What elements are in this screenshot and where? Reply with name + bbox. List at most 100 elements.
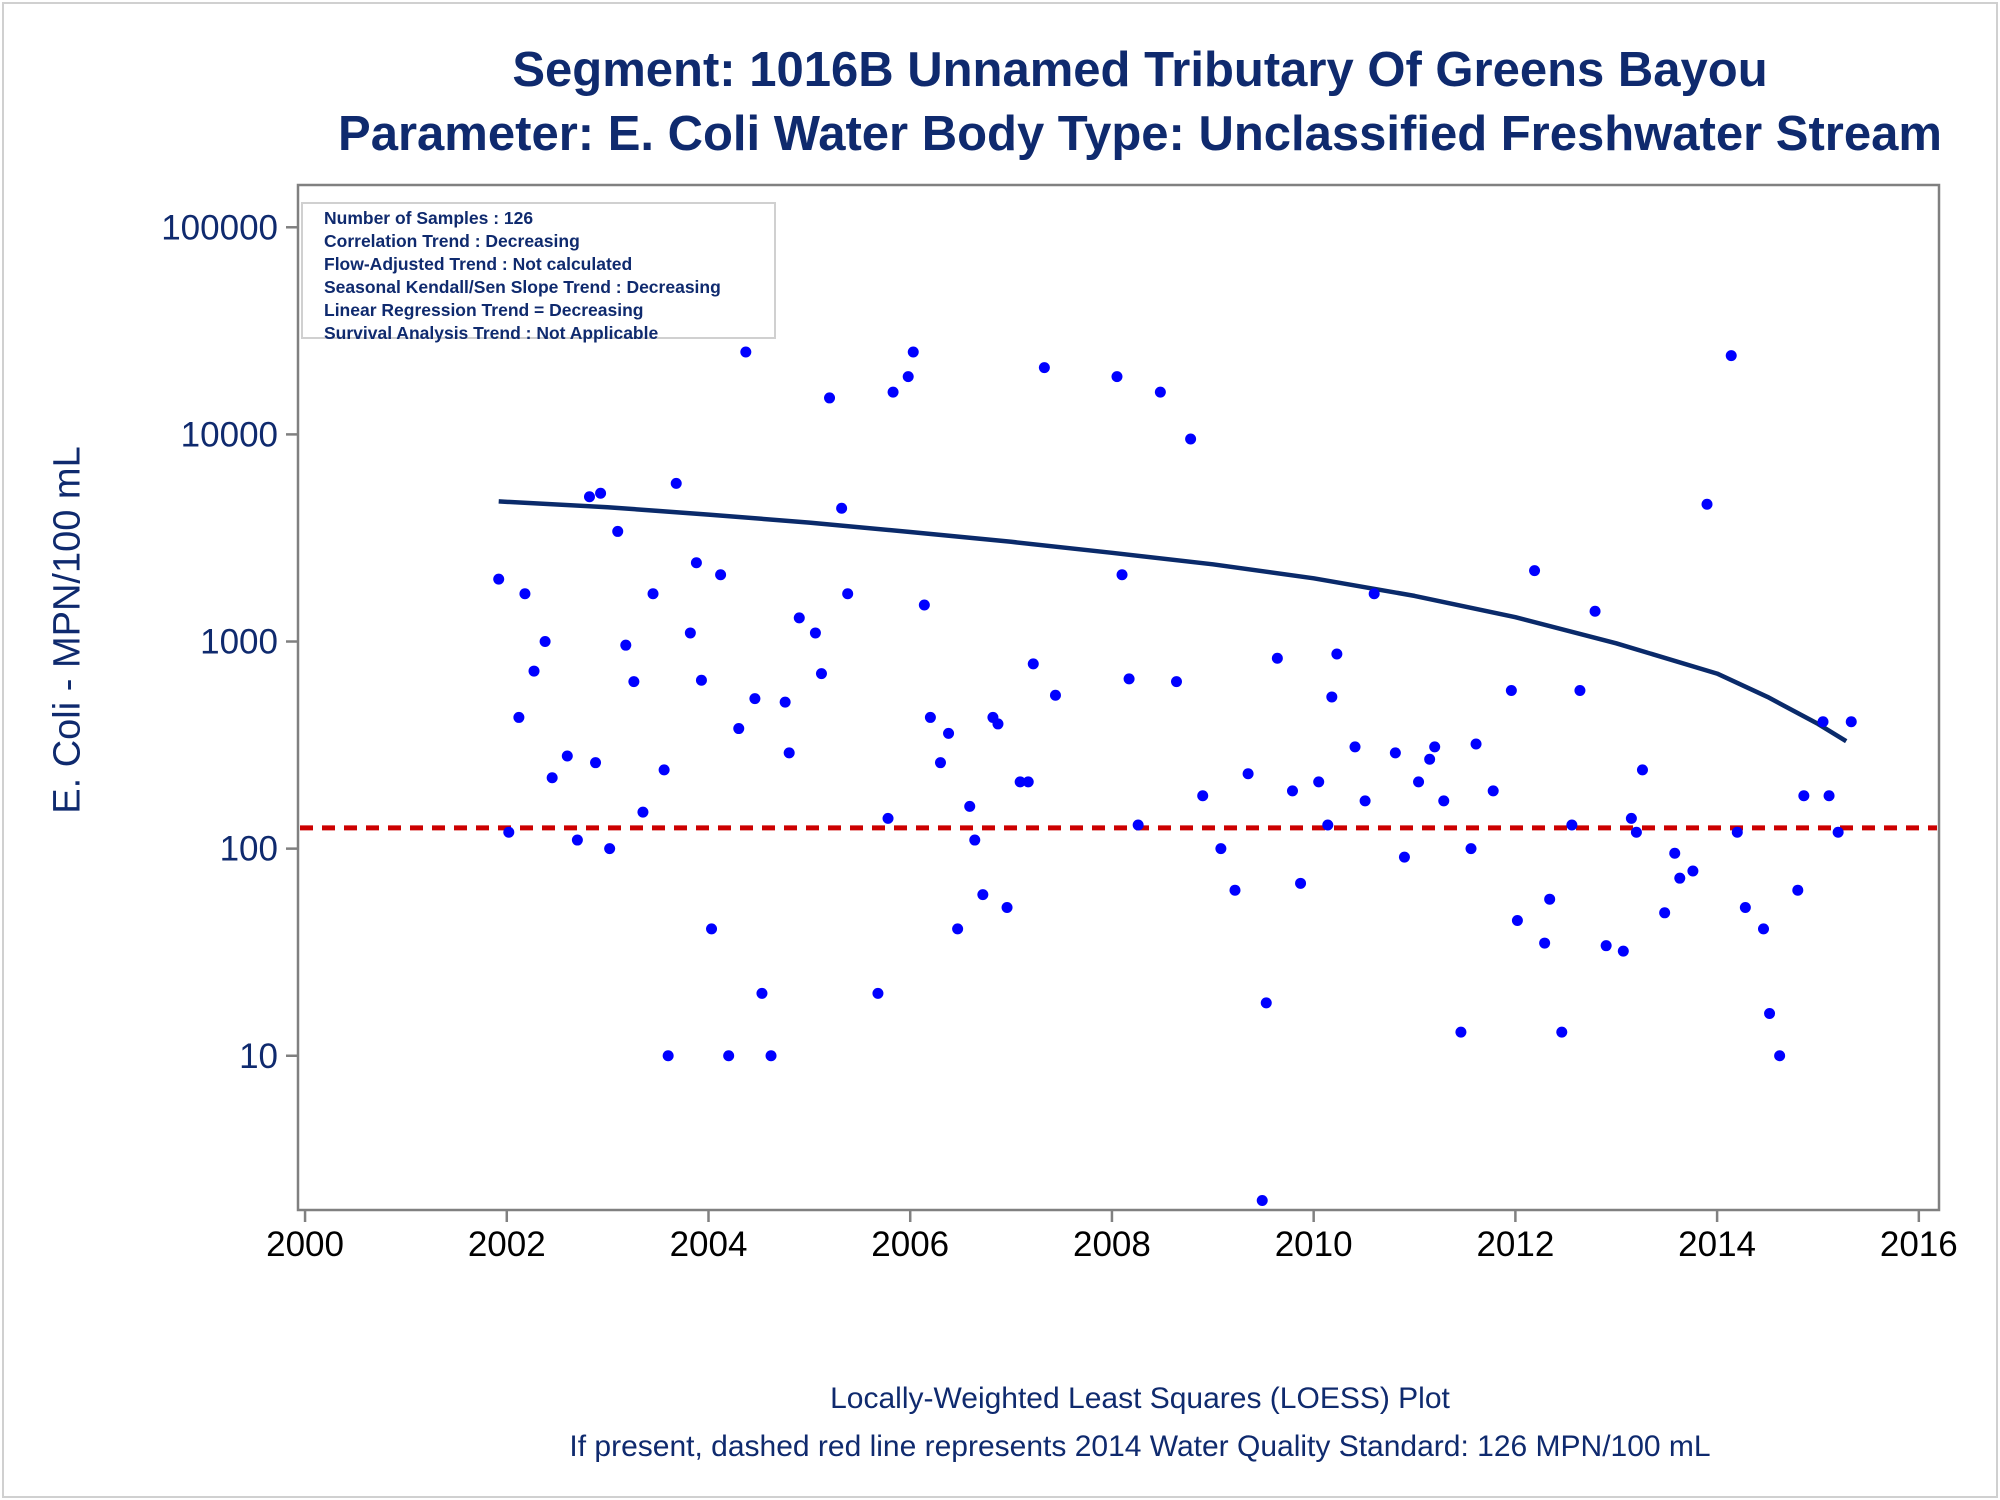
data-point <box>561 750 573 762</box>
data-point <box>1544 893 1556 905</box>
data-point <box>842 588 854 600</box>
data-point <box>918 599 930 611</box>
data-point <box>662 1050 674 1062</box>
data-point <box>749 693 761 705</box>
data-point <box>637 806 649 818</box>
data-point <box>1001 901 1013 913</box>
data-point <box>647 588 659 600</box>
data-point <box>1774 1050 1786 1062</box>
data-point <box>1326 691 1338 703</box>
data-point <box>740 346 752 358</box>
data-point <box>590 757 602 769</box>
data-point <box>1669 847 1681 859</box>
data-point <box>1505 685 1517 697</box>
y-tick-label: 100000 <box>161 208 278 247</box>
x-tick-label: 2002 <box>468 1225 546 1264</box>
data-point <box>684 627 696 639</box>
stats-line-samples: Number of Samples : 126 <box>324 208 534 228</box>
data-point <box>1739 901 1751 913</box>
data-point <box>1116 569 1128 581</box>
data-point <box>1470 738 1482 750</box>
data-point <box>1027 658 1039 670</box>
y-tick-label: 10000 <box>181 415 278 454</box>
data-point <box>1349 741 1361 753</box>
data-point <box>952 923 964 935</box>
x-tick-label: 2014 <box>1678 1225 1756 1264</box>
data-point <box>1823 790 1835 802</box>
data-point <box>1617 945 1629 957</box>
data-point <box>1845 716 1857 728</box>
data-point <box>503 826 515 838</box>
data-point <box>620 639 632 651</box>
data-point <box>779 696 791 708</box>
data-point <box>513 711 525 723</box>
data-point <box>1014 776 1026 788</box>
stats-line-correlation: Correlation Trend : Decreasing <box>324 231 580 251</box>
data-point <box>1185 433 1197 445</box>
x-tick-label: 2010 <box>1275 1225 1353 1264</box>
data-point <box>493 573 505 585</box>
stats-box: Number of Samples : 126 Correlation Tren… <box>301 202 776 343</box>
data-point <box>1758 923 1770 935</box>
data-point <box>1331 648 1343 660</box>
data-point <box>1295 877 1307 889</box>
y-tick-label: 10 <box>239 1037 278 1076</box>
data-point <box>546 772 558 784</box>
data-point <box>1511 914 1523 926</box>
y-tick-label: 1000 <box>200 623 278 662</box>
data-point <box>706 923 718 935</box>
data-point <box>1286 785 1298 797</box>
data-point <box>872 987 884 999</box>
data-point <box>1832 826 1844 838</box>
data-point <box>1123 673 1135 685</box>
data-point <box>1132 819 1144 831</box>
data-point <box>1636 764 1648 776</box>
data-point <box>969 834 981 846</box>
data-point <box>733 723 745 735</box>
data-point <box>882 812 894 824</box>
data-point <box>824 392 836 404</box>
y-axis-label-wrap: E. Coli - MPN/100 mL <box>38 320 98 940</box>
data-point <box>1438 795 1450 807</box>
data-point <box>783 747 795 759</box>
data-point <box>809 627 821 639</box>
data-point <box>1659 907 1671 919</box>
data-point <box>695 674 707 686</box>
x-tick-label: 2004 <box>670 1225 748 1264</box>
data-point <box>815 668 827 680</box>
data-point <box>583 491 595 503</box>
data-point <box>1389 747 1401 759</box>
data-point <box>1529 565 1541 577</box>
data-point <box>1256 1195 1268 1207</box>
data-point <box>924 711 936 723</box>
data-point <box>1429 741 1441 753</box>
data-point <box>1322 819 1334 831</box>
stats-line-survival-analysis: Survival Analysis Trend : Not Applicable <box>324 323 659 343</box>
data-point <box>907 346 919 358</box>
data-point <box>902 371 914 383</box>
data-point <box>765 1050 777 1062</box>
y-tick-label: 100 <box>220 830 278 869</box>
data-point <box>1271 652 1283 664</box>
data-point <box>715 569 727 581</box>
data-point <box>977 889 989 901</box>
data-point <box>539 636 551 648</box>
data-point <box>604 843 616 855</box>
data-point <box>756 987 768 999</box>
data-point <box>836 502 848 514</box>
data-point <box>1170 676 1182 688</box>
x-tick-label: 2008 <box>1073 1225 1151 1264</box>
plot-area <box>296 183 1941 1212</box>
data-point <box>1465 843 1477 855</box>
data-point <box>1487 785 1499 797</box>
data-point <box>1359 795 1371 807</box>
data-point <box>1566 819 1578 831</box>
chart-title: Segment: 1016B Unnamed Tributary Of Gree… <box>512 43 1768 97</box>
data-point <box>1229 884 1241 896</box>
data-point <box>1424 753 1436 765</box>
data-point <box>1764 1007 1776 1019</box>
data-point <box>1798 790 1810 802</box>
data-point <box>934 757 946 769</box>
